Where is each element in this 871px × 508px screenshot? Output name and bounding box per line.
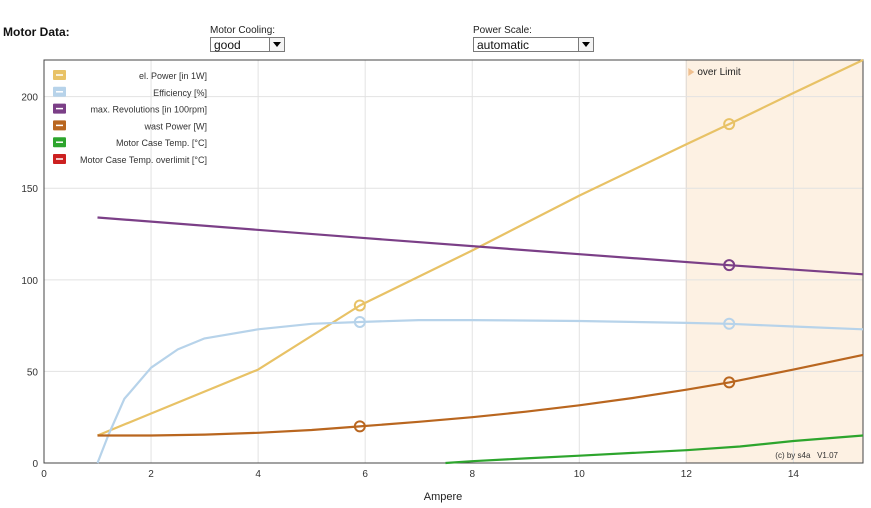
power-scale-label: Power Scale: [473, 25, 532, 36]
legend-label-3[interactable]: wast Power [W] [143, 121, 207, 131]
series-point-3[interactable] [353, 420, 366, 433]
x-tick-label: 12 [681, 469, 693, 480]
legend-label-2[interactable]: max. Revolutions [in 100rpm] [90, 105, 207, 115]
series-point-1[interactable] [353, 315, 366, 328]
motor-cooling-value: good [214, 38, 241, 52]
x-tick-label: 14 [788, 469, 800, 480]
legend-label-1[interactable]: Efficiency [%] [153, 88, 207, 98]
y-tick-label: 100 [21, 276, 38, 287]
x-tick-label: 0 [41, 469, 47, 480]
series-point-1[interactable] [723, 317, 736, 330]
motor-cooling-label: Motor Cooling: [210, 25, 276, 36]
motor-cooling-select[interactable]: good [210, 37, 285, 52]
page-title: Motor Data: [3, 25, 70, 39]
y-tick-label: 50 [27, 367, 39, 378]
y-tick-label: 0 [32, 459, 38, 470]
x-tick-label: 4 [255, 469, 261, 480]
chevron-down-icon[interactable] [269, 38, 284, 51]
y-tick-label: 200 [21, 93, 38, 104]
over-limit-zone [686, 60, 863, 463]
series-point-3[interactable] [723, 376, 736, 389]
x-tick-label: 10 [574, 469, 586, 480]
over-limit-label: over Limit [697, 67, 741, 78]
over-limit-marker-icon [688, 68, 695, 76]
series-line-0 [97, 59, 864, 437]
legend-label-0[interactable]: el. Power [in 1W] [139, 71, 207, 81]
legend-label-4[interactable]: Motor Case Temp. [°C] [116, 138, 207, 148]
x-tick-label: 6 [362, 469, 368, 480]
series-point-2[interactable] [723, 259, 736, 272]
power-scale-select[interactable]: automatic [473, 37, 594, 52]
y-tick-label: 150 [21, 184, 38, 195]
chevron-down-icon[interactable] [578, 38, 593, 51]
series-line-2 [97, 216, 864, 276]
copyright-label: (c) by s4a V1.07 [775, 451, 838, 460]
legend-label-5[interactable]: Motor Case Temp. overlimit [°C] [80, 155, 207, 165]
series-line-4 [445, 434, 864, 465]
power-scale-value: automatic [477, 38, 530, 52]
series-point-0[interactable] [723, 118, 736, 131]
x-tick-label: 8 [469, 469, 475, 480]
x-tick-label: 2 [148, 469, 154, 480]
series-line-3 [97, 353, 864, 437]
series-line-1 [96, 319, 864, 464]
series-point-0[interactable] [353, 299, 366, 312]
x-axis-label: Ampere [424, 491, 463, 503]
